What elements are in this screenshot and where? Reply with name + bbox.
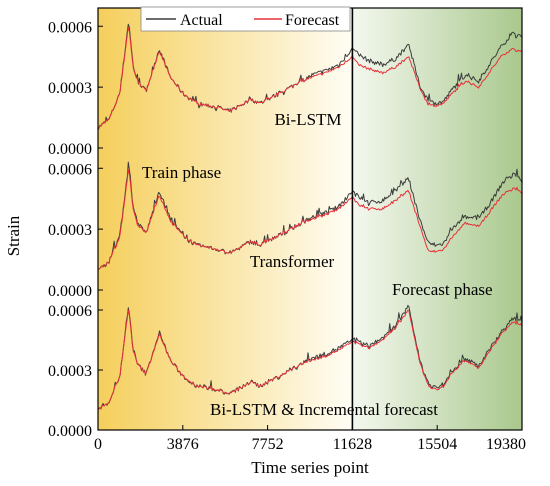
axis-layer: 0.0000 0.0003 0.0006 0.0000 0.0003 0.0006 0.00… — [48, 19, 526, 453]
y-tick-label-panel-3: 0.0003 — [48, 363, 92, 380]
series-layer — [98, 23, 522, 410]
series-line-forecast-panel-1 — [98, 27, 522, 130]
legend-actual-label: Actual — [180, 12, 223, 29]
x-axis-title: Time series point — [251, 458, 369, 477]
y-tick-label-panel-1: 0.0000 — [48, 141, 92, 158]
y-tick-label-panel-2: 0.0006 — [48, 161, 92, 178]
forecast-phase-label: Forecast phase — [392, 280, 493, 299]
y-tick-label-panel-1: 0.0003 — [48, 80, 92, 97]
panel-label-2: Transformer — [250, 252, 335, 271]
forecast-phase-region — [352, 8, 522, 430]
x-tick-label: 19380 — [486, 436, 526, 453]
series-line-forecast-panel-3 — [98, 309, 522, 410]
x-tick-label: 0 — [94, 436, 102, 453]
y-axis-title: Strain — [4, 215, 23, 256]
y-tick-label-panel-2: 0.0000 — [48, 283, 92, 300]
y-tick-label-panel-3: 0.0006 — [48, 303, 92, 320]
series-line-forecast-panel-2 — [98, 168, 522, 270]
panel-label-3: Bi-LSTM & Incremental forecast — [210, 400, 438, 419]
legend: Actual Forecast — [140, 6, 351, 32]
x-tick-label: 11628 — [333, 436, 372, 453]
x-tick-label: 3876 — [167, 436, 199, 453]
train-phase-label: Train phase — [142, 163, 221, 182]
x-tick-label: 15504 — [417, 436, 457, 453]
y-tick-label-panel-1: 0.0006 — [48, 19, 92, 36]
y-tick-label-panel-3: 0.0000 — [48, 423, 92, 440]
y-tick-label-panel-2: 0.0003 — [48, 222, 92, 239]
x-tick-label: 7752 — [252, 436, 284, 453]
panel-label-1: Bi-LSTM — [274, 110, 341, 129]
legend-forecast-label: Forecast — [285, 12, 340, 29]
panel-label-layer: Bi-LSTM Transformer Bi-LSTM & Incremental … — [210, 110, 438, 419]
